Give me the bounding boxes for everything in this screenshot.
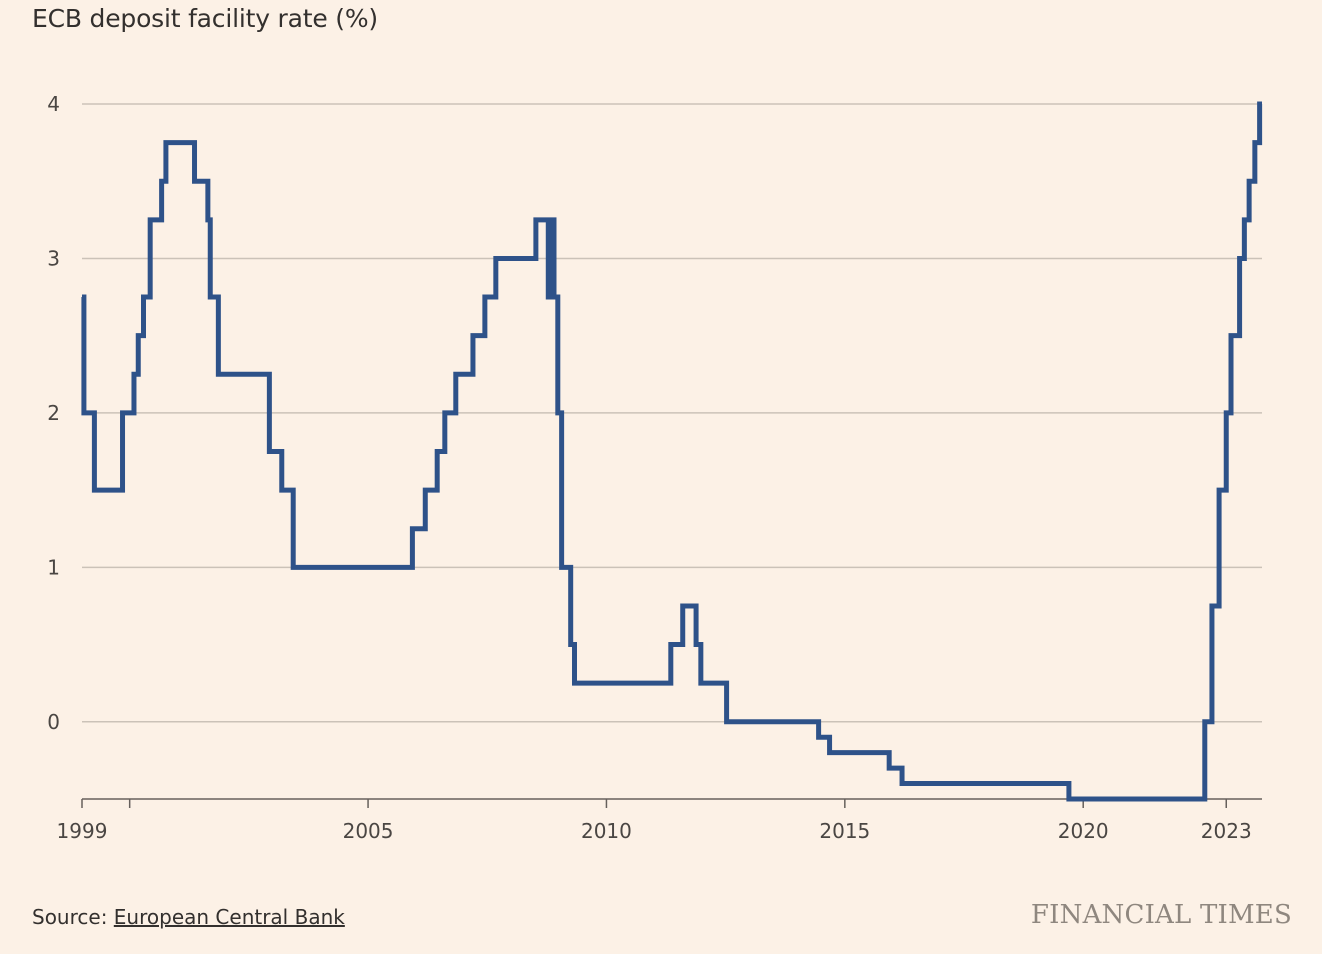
x-tick-label: 2005: [343, 819, 394, 843]
y-axis: 0 1 2 3 4: [47, 92, 60, 734]
source-prefix: Source:: [32, 905, 114, 929]
x-tick-label: 2010: [581, 819, 632, 843]
y-tick-label: 3: [47, 246, 60, 270]
brand-logo: FINANCIAL TIMES: [1030, 900, 1292, 930]
series-group: [81, 101, 1263, 802]
x-tick-label: 2023: [1201, 819, 1252, 843]
x-tick-label: 2020: [1058, 819, 1109, 843]
series-line-deposit-rate: [81, 101, 1263, 802]
y-tick-label: 2: [47, 401, 60, 425]
source-link[interactable]: European Central Bank: [113, 905, 345, 929]
chart-title: ECB deposit facility rate (%): [32, 4, 378, 33]
x-tick-label: 2015: [819, 819, 870, 843]
x-tick-label: 1999: [57, 819, 108, 843]
gridlines: [82, 103, 1262, 723]
y-tick-label: 4: [47, 92, 60, 116]
y-tick-label: 1: [47, 555, 60, 579]
x-tick-labels: 1999 2005 2010 2015 2020 2023: [57, 799, 1252, 843]
y-tick-label: 0: [47, 710, 60, 734]
source-note: Source: European Central Bank: [32, 905, 345, 929]
